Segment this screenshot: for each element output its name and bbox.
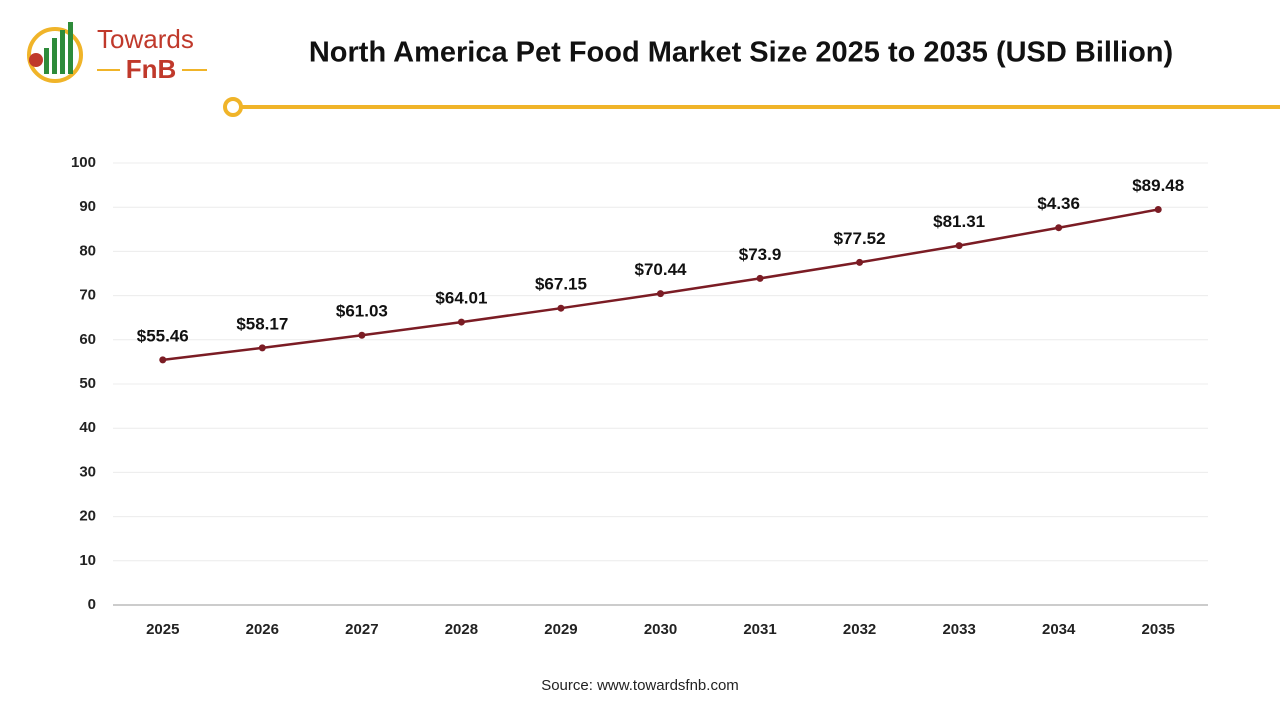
x-tick-label: 2032 (843, 621, 876, 638)
data-label: $81.31 (933, 212, 985, 231)
data-label: $61.03 (336, 302, 388, 321)
y-tick-label: 100 (71, 154, 96, 171)
data-point (258, 344, 266, 352)
data-point (756, 274, 764, 282)
logo-bar (44, 48, 49, 74)
data-label: $89.48 (1132, 176, 1184, 195)
x-tick-label: 2030 (644, 621, 677, 638)
data-point (557, 304, 565, 312)
x-tick-label: 2029 (544, 621, 577, 638)
x-tick-label: 2035 (1142, 621, 1175, 638)
data-point (657, 290, 664, 298)
data-point (1154, 205, 1162, 213)
data-label: $58.17 (236, 314, 288, 333)
data-point (856, 258, 864, 266)
y-tick-label: 50 (79, 375, 96, 392)
x-tick-label: 2025 (146, 621, 179, 638)
data-label: $55.46 (137, 326, 189, 345)
data-point (457, 318, 465, 326)
logo-bar (60, 30, 65, 74)
logo-top: Towards (97, 24, 194, 54)
x-tick-label: 2031 (743, 621, 776, 638)
data-label: $4.36 (1037, 194, 1080, 213)
y-tick-label: 10 (79, 552, 96, 569)
y-tick-label: 80 (79, 242, 96, 259)
data-point (159, 356, 167, 364)
y-tick-label: 30 (79, 463, 96, 480)
x-tick-label: 2027 (345, 621, 378, 638)
logo-dot (29, 53, 43, 67)
data-label: $70.44 (635, 260, 688, 279)
data-label: $64.01 (435, 289, 487, 308)
y-tick-label: 70 (79, 287, 96, 304)
x-tick-label: 2026 (246, 621, 279, 638)
logo-bar (68, 22, 73, 74)
y-tick-label: 60 (79, 331, 96, 348)
source: Source: www.towardsfnb.com (541, 677, 739, 694)
logo-ring (27, 27, 83, 83)
logo-bar (52, 38, 57, 74)
y-tick-label: 0 (88, 596, 96, 613)
data-point (955, 242, 963, 250)
x-tick-label: 2028 (445, 621, 478, 638)
chart-title: North America Pet Food Market Size 2025 … (309, 37, 1173, 69)
x-tick-label: 2034 (1042, 621, 1076, 638)
header-rule-knob (223, 97, 243, 117)
data-label: $77.52 (834, 229, 886, 248)
data-point (1055, 224, 1063, 232)
data-point (358, 331, 366, 339)
x-tick-label: 2033 (942, 621, 975, 638)
data-label: $67.15 (535, 275, 587, 294)
data-label: $73.9 (739, 245, 782, 264)
y-tick-label: 40 (79, 419, 96, 436)
y-tick-label: 20 (79, 508, 96, 525)
y-tick-label: 90 (79, 198, 96, 215)
logo-bottom: FnB (126, 54, 177, 84)
logo: Towards FnB (27, 22, 207, 84)
